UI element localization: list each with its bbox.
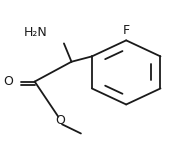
Text: O: O [3, 75, 13, 88]
Text: F: F [123, 24, 130, 36]
Text: H₂N: H₂N [24, 26, 48, 39]
Text: O: O [55, 114, 65, 127]
